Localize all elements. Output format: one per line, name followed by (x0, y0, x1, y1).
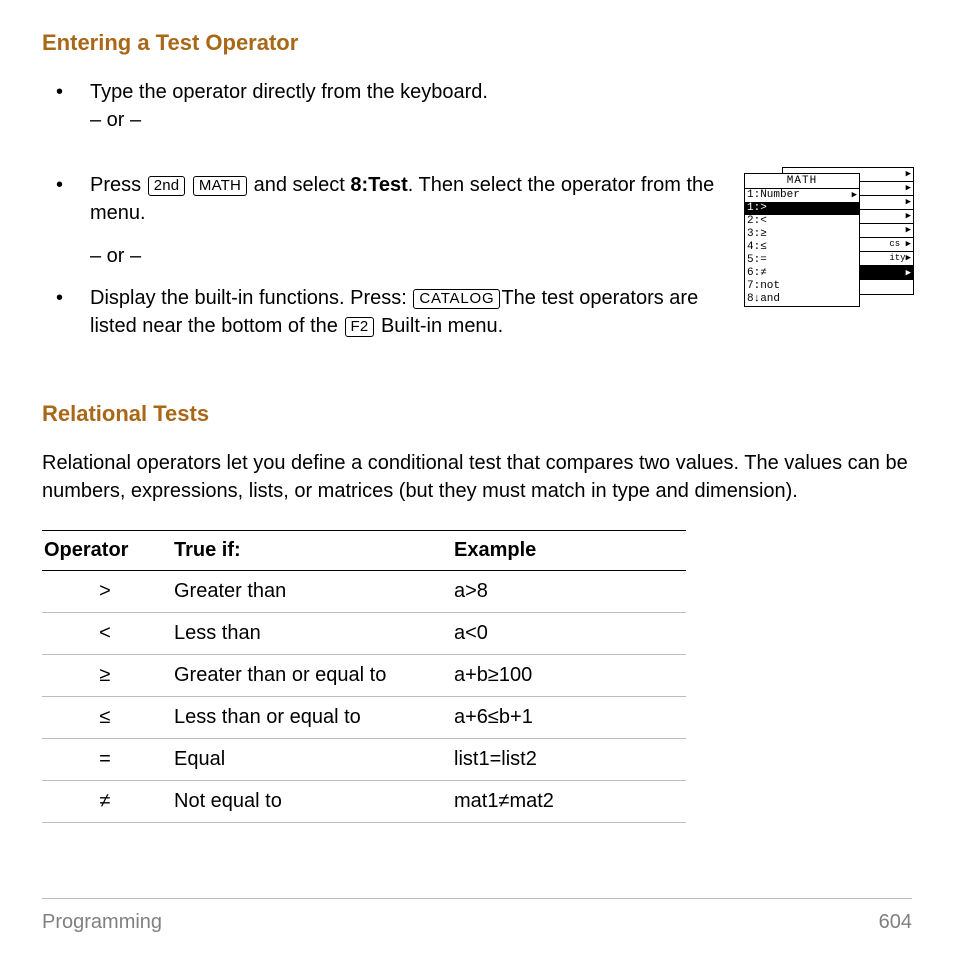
th-trueif: True if: (172, 530, 452, 570)
bullet-item-3: Display the built-in functions. Press: C… (42, 284, 726, 341)
footer-section-name: Programming (42, 911, 162, 934)
calc-row-5: 4:≤ (747, 241, 767, 254)
cell-ex: a+b≥100 (452, 654, 686, 696)
cell-op: ≠ (42, 780, 172, 822)
calc-row-2: 1:> (747, 202, 767, 215)
table-row: < Less than a<0 (42, 612, 686, 654)
calc-row-3: 2:< (747, 215, 767, 228)
table-header-row: Operator True if: Example (42, 530, 686, 570)
table-row: ≠ Not equal to mat1≠mat2 (42, 780, 686, 822)
key-catalog-icon: CATALOG (413, 289, 500, 309)
calc-back-row5: cs ▶ (889, 239, 911, 249)
cell-op: ≥ (42, 654, 172, 696)
cell-desc: Greater than or equal to (172, 654, 452, 696)
table-row: > Greater than a>8 (42, 570, 686, 612)
cell-desc: Equal (172, 738, 452, 780)
key-2nd-icon: 2nd (148, 176, 186, 196)
or-divider-1: – or – (90, 106, 912, 134)
cell-ex: a>8 (452, 570, 686, 612)
cell-desc: Greater than (172, 570, 452, 612)
footer-page-number: 604 (879, 911, 912, 934)
th-operator: Operator (42, 530, 172, 570)
page-footer: Programming 604 (42, 898, 912, 934)
calc-row-8: 7:not (747, 280, 780, 293)
cell-ex: list1=list2 (452, 738, 686, 780)
cell-desc: Less than (172, 612, 452, 654)
calc-row-9: 8↓and (747, 293, 780, 306)
bullet-item-2: Press 2nd MATH and select 8:Test. Then s… (42, 171, 726, 228)
relational-operators-table: Operator True if: Example > Greater than… (42, 530, 686, 823)
table-body: > Greater than a>8 < Less than a<0 ≥ Gre… (42, 570, 686, 822)
cell-ex: mat1≠mat2 (452, 780, 686, 822)
key-f2-icon: F2 (345, 317, 375, 337)
bullet-2-pre: Press (90, 174, 147, 196)
calculator-screenshot: ▶ ▶ ▶ ▶ ▶ cs ▶ ity▶ ▶ MATH 1:Number▶ 1:>… (744, 173, 912, 307)
calc-row-6: 5:= (747, 254, 767, 267)
cell-op: < (42, 612, 172, 654)
bullet-2-mid: and select (248, 174, 350, 196)
relational-tests-para: Relational operators let you define a co… (42, 449, 912, 506)
cell-desc: Less than or equal to (172, 696, 452, 738)
table-row: ≤ Less than or equal to a+6≤b+1 (42, 696, 686, 738)
cell-ex: a<0 (452, 612, 686, 654)
key-math-icon: MATH (193, 176, 247, 196)
table-row: = Equal list1=list2 (42, 738, 686, 780)
cell-op: > (42, 570, 172, 612)
th-example: Example (452, 530, 686, 570)
calc-front-menu: MATH 1:Number▶ 1:> 2:< 3:≥ 4:≤ 5:= 6:≠ 7… (744, 173, 860, 307)
heading-relational-tests: Relational Tests (42, 401, 912, 427)
cell-ex: a+6≤b+1 (452, 696, 686, 738)
bullet-3-pre: Display the built-in functions. Press: (90, 287, 412, 309)
calc-row-1: 1:Number (747, 189, 800, 202)
bullet-2-bold: 8:Test (350, 174, 407, 196)
entering-operator-bullets: Type the operator directly from the keyb… (42, 78, 912, 135)
calc-row-4: 3:≥ (747, 228, 767, 241)
cell-op: = (42, 738, 172, 780)
table-row: ≥ Greater than or equal to a+b≥100 (42, 654, 686, 696)
or-divider-2: – or – (42, 242, 726, 270)
bullet-3-post: Built-in menu. (375, 315, 503, 337)
heading-entering-test-operator: Entering a Test Operator (42, 30, 912, 56)
bullet-item-1: Type the operator directly from the keyb… (42, 78, 912, 135)
calc-back-row6: ity▶ (889, 253, 911, 263)
cell-desc: Not equal to (172, 780, 452, 822)
cell-op: ≤ (42, 696, 172, 738)
bullet-1-text: Type the operator directly from the keyb… (90, 81, 488, 103)
calc-row-7: 6:≠ (747, 267, 767, 280)
bullet-with-screenshot-row: Press 2nd MATH and select 8:Test. Then s… (42, 171, 912, 355)
calc-menu-title: MATH (745, 174, 859, 189)
